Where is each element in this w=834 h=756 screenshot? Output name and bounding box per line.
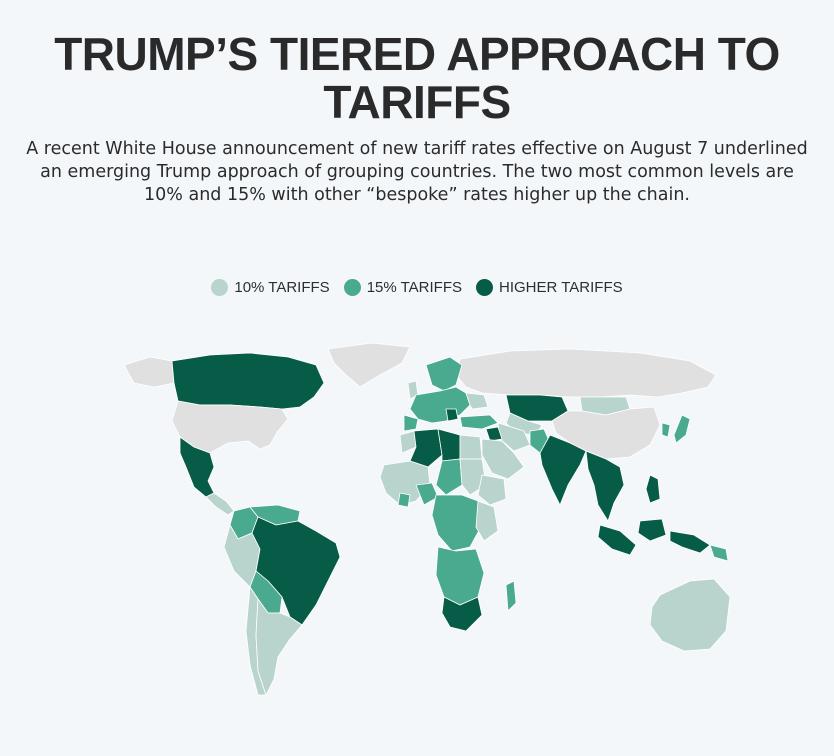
map-legend: 10% TARIFFS 15% TARIFFS HIGHER TARIFFS	[0, 279, 834, 296]
legend-label-10: 10% TARIFFS	[234, 279, 330, 296]
map-region-philippines	[645, 474, 661, 504]
map-region-alaska	[123, 356, 175, 388]
legend-item-10: 10% TARIFFS	[211, 279, 330, 296]
map-region-korea	[661, 422, 671, 438]
map-region-arabia	[481, 438, 525, 480]
map-region-egypt	[459, 434, 483, 460]
map-region-turkey	[459, 414, 499, 430]
map-region-central-america	[205, 492, 235, 516]
map-region-russia	[455, 348, 717, 398]
map-region-iberia	[403, 414, 419, 432]
legend-label-15: 15% TARIFFS	[366, 279, 462, 296]
page-subtitle: A recent White House announcement of new…	[26, 139, 808, 205]
map-region-chad	[435, 458, 463, 496]
map-region-china	[551, 406, 661, 460]
page-title: TRUMP’S TIERED APPROACH TO TARIFFS	[54, 28, 780, 128]
legend-swatch-higher	[476, 279, 493, 296]
map-region-japan	[673, 414, 691, 444]
map-region-ethiopia	[477, 474, 507, 506]
map-region-west-africa	[379, 460, 431, 506]
legend-item-higher: HIGHER TARIFFS	[476, 279, 623, 296]
legend-swatch-15	[343, 279, 361, 296]
map-region-argentina	[255, 598, 303, 696]
map-region-ghana	[397, 492, 411, 508]
legend-item-15: 15% TARIFFS	[343, 279, 462, 296]
map-region-canada	[171, 352, 325, 410]
map-region-east-africa	[475, 500, 499, 542]
map-region-borneo	[637, 518, 667, 542]
map-region-indonesia-east	[669, 530, 711, 554]
map-region-southern-africa	[435, 546, 485, 606]
legend-swatch-10	[211, 279, 229, 296]
map-region-indochina	[585, 450, 625, 522]
map-region-brazil	[251, 516, 341, 626]
map-region-india	[539, 434, 587, 506]
map-region-indonesia-west	[597, 524, 637, 556]
map-region-australia	[649, 578, 730, 652]
map-region-scandinavia	[425, 356, 463, 392]
map-region-libya	[437, 428, 461, 462]
map-region-morocco	[399, 430, 417, 454]
legend-label-higher: HIGHER TARIFFS	[499, 279, 623, 296]
map-region-balkans	[445, 408, 459, 422]
map-region-eastern-europe	[465, 392, 489, 410]
map-region-greenland	[327, 342, 411, 388]
map-region-png	[709, 544, 729, 562]
map-region-algeria	[409, 428, 443, 468]
map-region-central-africa	[431, 494, 483, 552]
map-region-iraq	[485, 426, 503, 442]
map-region-madagascar	[505, 580, 517, 612]
map-region-south-africa	[441, 596, 483, 632]
world-map	[123, 342, 730, 696]
